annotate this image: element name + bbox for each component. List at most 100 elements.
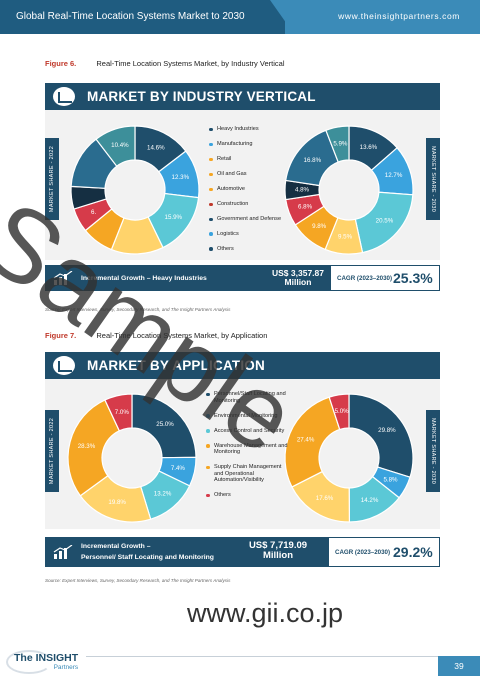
figure-6-legend-label: Logistics [217,230,239,237]
figure-6-legend-label: Government and Defense [217,215,282,222]
figure-7-legend-label: Personnel/Staff Locating and Monitoring [214,391,286,404]
legend-marker-icon [209,247,213,251]
figure-6-legend-item: Others [209,246,281,253]
figure-7-title: Real-Time Location Systems Market, by Ap… [96,331,268,340]
figure-6-legend-item: Heavy Industries [209,126,281,133]
figure-6-legend-item: Government and Defense [209,216,281,223]
logo-main-text: The INSIGHT [14,652,79,664]
industry-2030-data-label: 13.6% [360,144,378,151]
industry-2022-data-label: 14.6% [147,144,165,151]
legend-marker-icon [209,232,213,236]
figure-6-legend-label: Oil and Gas [217,170,247,177]
legend-marker-icon [206,444,210,448]
figure-7-legend-item: Supply Chain Management and Operational … [206,464,290,484]
legend-marker-icon [209,157,213,162]
report-header: Global Real-Time Location Systems Market… [0,0,480,34]
figure-6-cagr-label: CAGR (2023–2030) [337,275,393,282]
application-2022-data-label: 19.8% [108,499,126,506]
figure-6-legend-label: Heavy Industries [217,126,259,132]
figure-6-growth-label: Incremental Growth – Heavy Industries [81,275,207,282]
application-2030-data-label: 14.2% [361,497,379,504]
figure-6-banner: MARKET BY INDUSTRY VERTICAL [45,83,440,110]
figure-7-legend-item: Others [206,492,290,499]
figure-6-growth-bar: Incremental Growth – Heavy Industries US… [45,265,440,291]
industry-2030-slice [325,125,350,163]
figure-7-growth-amount: US$ 7,719.09 [248,540,308,551]
figure-6-legend-label: Construction [217,200,249,207]
application-2022-data-label: 7.4% [171,465,186,472]
figure-6-legend-item: Construction [209,201,281,208]
industry-2030-data-label: 5.9% [333,140,348,147]
figure-7-legend-label: Supply Chain Management and Operational … [214,464,282,484]
legend-marker-icon [206,493,210,498]
figure-6-banner-title: MARKET BY INDUSTRY VERTICAL [87,89,316,104]
figure-6-right-tag: MARKET SHARE - 2030 [426,138,440,220]
figure-7-growth-value: US$ 7,719.09 Million [235,541,321,561]
application-2022-slice [67,399,121,497]
figure-7-legend-item: Environmental Monitoring [206,413,290,420]
legend-marker-icon [209,172,213,177]
figure-7-growth-unit: Million [262,550,294,561]
industry-2030-data-label: 16.8% [304,157,322,164]
figure-6-legend-label: Manufacturing [217,140,253,147]
figure-6-legend-item: Retail [209,156,281,163]
figure-6-growth-amount: US$ 3,357.87 [272,268,324,278]
application-2030-data-label: 17.6% [316,495,334,502]
figure-6-source: Source: Expert Interviews, Survey, Secon… [45,307,231,312]
figure-6-cagr-value: 25.3% [393,270,433,286]
figure-7-legend-label: Environmental Monitoring [214,412,278,419]
figure-7-legend-label: Warehouse Management and Monitoring [214,442,288,456]
figure-6-legend-label: Automotive [217,185,245,192]
figure-6-right-tag-text: MARKET SHARE - 2030 [430,145,436,213]
figure-6-legend-label: Others [217,245,234,252]
industry-2022-data-label: 10.4% [111,142,129,149]
application-2030-data-label: 5.0% [335,408,350,415]
website-link[interactable]: www.theinsightpartners.com [338,11,460,21]
figure-6-left-tag: MARKET SHARE - 2022 [45,138,59,220]
industry-2022-data-label: 6. [91,209,96,216]
page-footer: The INSIGHT Partners 39 [0,648,480,679]
figure-6-legend-item: Manufacturing [209,141,281,148]
donut-application-2030: 29.8% 5.8% 14.2% 17.6% 27.4% 5.0% [284,393,414,523]
industry-2022-slice [95,125,136,168]
application-2030-slice [284,396,341,488]
legend-marker-icon [206,392,210,397]
industry-2030-data-label: 9.5% [338,233,353,240]
industry-2030-data-label: 20.5% [376,218,394,225]
industry-2022-data-label: 15.9% [165,214,183,221]
figure-6-cagr-box: CAGR (2023–2030) 25.3% [330,265,440,291]
donut-industry-2030: 13.6% 12.7% 20.5% 9.5% 9.8% 6.8% 4.8% 16.8% 5.9% [284,125,414,255]
application-2022-data-label: 25.0% [156,421,174,428]
figure-7-left-tag-text: MARKET SHARE - 2022 [49,417,55,485]
figure-7-number: Figure 7. [45,331,77,340]
chart-icon [53,356,75,375]
legend-marker-icon [209,142,213,147]
legend-marker-icon [206,414,210,418]
figure-6-caption: Figure 6. Real-Time Location Systems Mar… [45,59,284,68]
application-2022-data-label: 28.3% [78,443,96,450]
company-logo: The INSIGHT Partners [14,652,79,672]
figure-7-legend-item: Warehouse Management and Monitoring [206,443,290,456]
application-2022-data-label: 13.2% [154,490,172,497]
logo-arc [6,650,52,674]
figure-7-right-tag: MARKET SHARE - 2030 [426,410,440,492]
legend-marker-icon [209,187,213,192]
application-2022-slice [104,393,133,432]
figure-6-legend-item: Automotive [209,186,281,193]
donut-industry-2022: 14.6% 12.3% 15.9% 6. 10.4% [70,125,200,255]
figure-7-cagr-label: CAGR (2023–2030) [335,549,391,556]
figure-6-number: Figure 6. [45,59,77,68]
footer-rule [86,656,438,672]
donut-application-2022: 25.0% 7.4% 13.2% 19.8% 28.3% 7.0% [67,393,197,523]
legend-marker-icon [206,465,210,470]
report-title: Global Real-Time Location Systems Market… [16,11,245,22]
figure-6-legend-item: Oil and Gas [209,171,281,178]
legend-marker-icon [209,202,213,207]
application-2022-data-label: 7.0% [115,409,130,416]
figure-7-banner-title: MARKET BY APPLICATION [87,358,265,373]
figure-7-growth-label-1: Incremental Growth – [81,543,151,550]
legend-marker-icon [206,429,210,433]
industry-2030-data-label: 9.8% [312,223,327,230]
figure-6-growth-unit: Million [284,277,312,287]
figure-6-legend: Heavy Industries Manufacturing Retail Oil a… [209,126,281,261]
